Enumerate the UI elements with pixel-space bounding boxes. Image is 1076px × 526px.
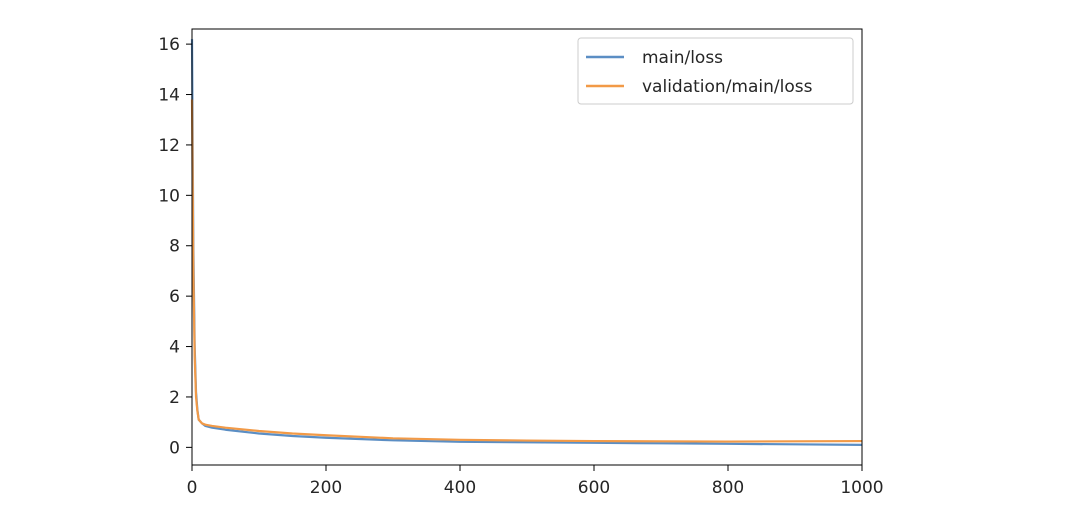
- x-tick-label: 1000: [840, 478, 883, 498]
- y-tick-label: 8: [169, 237, 180, 257]
- series-line-2: [190, 99, 863, 443]
- x-tick-label: 200: [310, 478, 342, 498]
- y-tick-label: 4: [169, 338, 180, 358]
- y-tick-label: 14: [158, 86, 180, 106]
- x-tick-label: 800: [712, 478, 744, 498]
- y-axis: 0 2 4 6 8 10 12 14 16: [158, 35, 192, 458]
- x-tick-label: 400: [444, 478, 476, 498]
- legend-label: main/loss: [642, 48, 723, 68]
- x-tick-label: 600: [578, 478, 610, 498]
- y-tick-label: 10: [158, 186, 180, 206]
- x-axis: 0 200 400 600 800 1000: [187, 465, 884, 498]
- plot-frame: [191, 28, 863, 466]
- y-tick-label: 0: [169, 438, 180, 458]
- plot-lines: [190, 39, 863, 446]
- y-tick-label: 2: [169, 388, 180, 408]
- legend-box: [577, 37, 854, 105]
- x-tick-label: 0: [187, 478, 198, 498]
- legend-label: validation/main/loss: [642, 77, 813, 97]
- y-tick-label: 12: [158, 136, 180, 156]
- y-tick-label: 6: [169, 287, 180, 307]
- legend: main/loss validation/main/loss: [577, 37, 854, 105]
- y-tick-label: 16: [158, 35, 180, 55]
